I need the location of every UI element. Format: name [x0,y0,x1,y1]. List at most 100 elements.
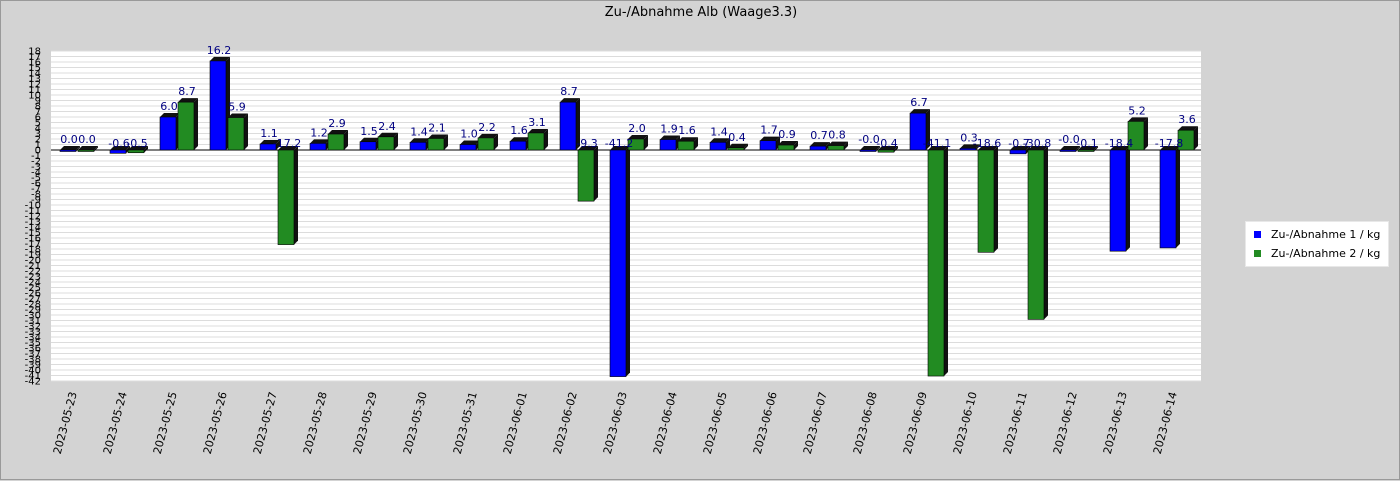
data-label: 3.1 [528,116,546,129]
bar [159,116,177,151]
legend-label-series-2: Zu-/Abnahme 2 / kg [1271,247,1381,260]
bar-top-shade [860,146,880,150]
bar-top-shade [628,135,648,139]
bar-top-shade [828,141,848,146]
legend-item-series-2: Zu-/Abnahme 2 / kg [1246,244,1388,263]
bar-side-shade [294,146,298,245]
bar [859,149,877,152]
bar-side-shade [726,138,730,150]
bar-top-shade [478,133,498,138]
bar-top-shade [310,139,330,144]
x-tick-label: 2023-06-04 [651,390,680,455]
y-tick-label: -4 [31,168,41,179]
y-tick-label: -3 [31,162,41,173]
x-tick-label: 2023-06-10 [951,390,980,455]
bar-top-shade [978,146,998,150]
data-label: 1.5 [360,125,378,138]
data-label: 6.0 [160,100,178,113]
bar-top-shade [760,136,780,141]
x-tick-label: 2023-06-09 [901,390,930,455]
y-tick-label: 14 [28,69,41,80]
y-tick-label: -32 [25,322,41,333]
x-tick-label: 2023-06-03 [601,390,630,455]
bar-top-shade [728,143,748,148]
bar [1159,149,1177,249]
y-tick-label: 9 [35,96,41,107]
y-tick-label: -35 [25,338,41,349]
bar-side-shade [744,143,748,150]
x-tick-label: 2023-05-24 [101,390,130,455]
bar [759,140,777,151]
bar-side-shade [694,137,698,150]
y-tick-label: 13 [28,74,41,85]
bar-top-shade [78,146,98,150]
y-tick-label: -21 [25,261,41,272]
bar-top-shade [160,113,180,117]
bar-side-shade [576,98,580,150]
bar-top-shade [178,98,198,103]
y-tick-label: -7 [31,184,41,195]
data-label: 6.7 [910,96,928,109]
data-label: 2.0 [628,122,646,135]
bar-side-shade [94,146,98,152]
x-tick-label: 2023-06-12 [1051,390,1080,455]
bar [427,138,445,151]
y-tick-label: 18 [28,47,41,58]
bar [627,138,645,151]
data-label: 0.0 [78,133,96,146]
y-tick-label: 4 [35,124,41,135]
data-label: -0.0 [858,133,879,146]
legend-swatch-series-2 [1254,250,1261,257]
y-tick-label: 5 [35,118,41,129]
data-label: -17.8 [1155,137,1183,150]
bar [59,149,77,152]
bar-side-shade [126,146,130,154]
y-tick-label: -28 [25,300,41,311]
x-tick-label: 2023-06-11 [1001,390,1030,455]
y-tick-label: 3 [35,129,41,140]
bar-side-shade [544,128,548,150]
x-tick-label: 2023-06-06 [751,390,780,455]
x-tick-label: 2023-05-26 [201,390,230,455]
bar-top-shade [1178,126,1198,131]
y-tick-label: -31 [25,316,41,327]
bar-top-shade [910,109,930,114]
x-tick-label: 2023-05-28 [301,390,330,455]
bar [259,143,277,151]
x-tick-label: 2023-05-27 [251,390,280,455]
data-label: 8.7 [178,85,196,98]
bar-side-shade [276,139,280,150]
bar-top-shade [328,130,348,135]
data-label: 0.3 [960,131,978,144]
data-label: -17.2 [273,137,301,150]
y-tick-label: 6 [35,113,41,124]
y-tick-label: 15 [28,63,41,74]
data-label: -18.6 [973,137,1001,150]
y-tick-label: -22 [25,267,41,278]
data-label: -41.2 [605,137,633,150]
y-tick-label: 17 [28,52,41,63]
data-label: 1.6 [510,124,528,137]
bar-top-shade [678,137,698,142]
data-label: 0.9 [778,128,796,141]
bar-side-shade [976,144,980,150]
data-label: 1.1 [260,127,278,140]
bar-top-shade [110,146,130,150]
data-label: -0.6 [108,137,129,150]
x-tick-label: 2023-05-30 [401,390,430,455]
bar-top-shade [710,138,730,143]
bar-top-shade [60,146,80,150]
bar [827,145,845,151]
data-label: 1.0 [460,128,478,141]
y-tick-label: -34 [25,333,41,344]
bar-top-shade [810,142,830,147]
y-tick-label: -8 [31,190,41,201]
bar-side-shade [1194,126,1198,150]
data-label: -9.3 [576,137,597,150]
y-tick-label: -2 [31,157,41,168]
bar [877,149,895,153]
bar-side-shade [844,141,848,150]
y-tick-label: 0 [35,146,41,157]
